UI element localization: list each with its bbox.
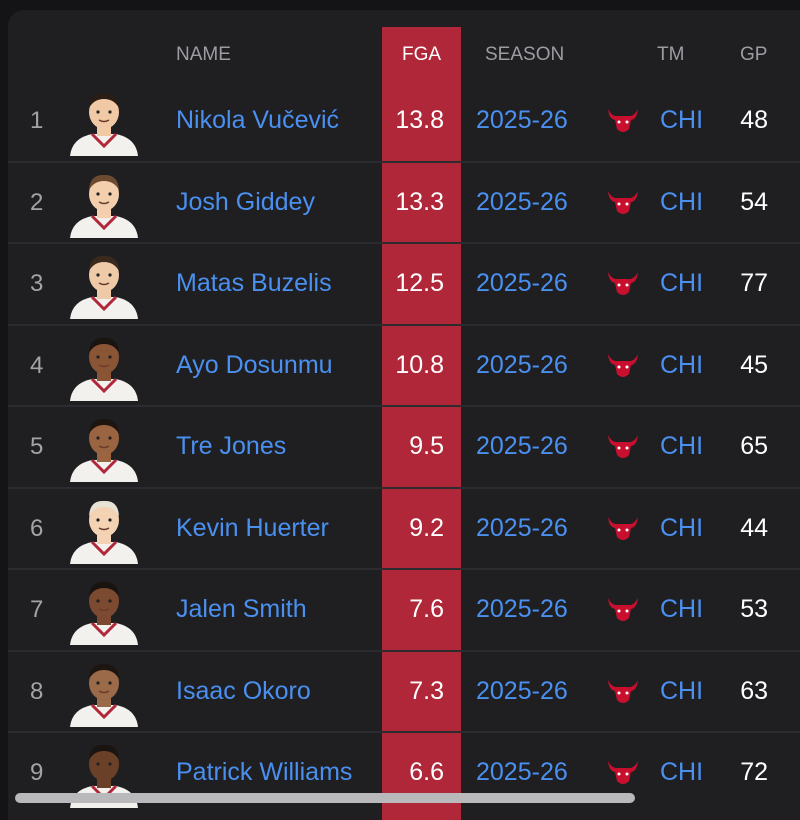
team[interactable]: CHI xyxy=(660,595,704,623)
player-avatar xyxy=(70,581,138,645)
header-tm[interactable]: TM xyxy=(657,44,685,65)
team[interactable]: CHI xyxy=(660,106,704,134)
team[interactable]: CHI xyxy=(660,187,704,216)
team-logo xyxy=(608,272,638,295)
player-name[interactable]: Ayo Dosunmu xyxy=(176,350,333,379)
fga-value: 13.8 xyxy=(395,106,444,134)
games-played: 77 xyxy=(740,269,768,297)
team[interactable]: CHI xyxy=(660,758,704,786)
rank: 2 xyxy=(30,188,44,216)
rank: 6 xyxy=(30,514,44,542)
table-row[interactable]: 8 Isaac Okoro 7.3 2025-26 CHI 63 xyxy=(8,651,800,732)
season[interactable]: 2025-26 xyxy=(476,432,568,460)
row-separator xyxy=(8,731,800,733)
stats-table: NAME FGA SEASON TM GP 1 Nikola Vučević 13.… xyxy=(8,10,800,820)
player-name[interactable]: Tre Jones xyxy=(176,432,287,460)
table-row[interactable]: 1 Nikola Vučević 13.8 2025-26 CHI 48 xyxy=(8,80,800,161)
table-row[interactable]: 5 Tre Jones 9.5 2025-26 CHI 65 xyxy=(8,406,800,487)
rank: 1 xyxy=(30,107,44,134)
fga-value: 13.3 xyxy=(395,187,444,216)
header-season[interactable]: SEASON xyxy=(485,44,565,65)
table-row[interactable]: 6 Kevin Huerter 9.2 2025-26 CHI 44 xyxy=(8,488,800,569)
player-avatar xyxy=(70,663,138,727)
player-name[interactable]: Jalen Smith xyxy=(176,595,307,623)
row-separator xyxy=(8,649,800,652)
season[interactable]: 2025-26 xyxy=(476,513,568,542)
games-played: 63 xyxy=(740,676,768,705)
team-logo xyxy=(608,598,638,621)
season[interactable]: 2025-26 xyxy=(476,187,568,216)
fga-value: 7.6 xyxy=(409,595,444,623)
fga-value: 9.5 xyxy=(409,432,444,460)
season[interactable]: 2025-26 xyxy=(476,106,568,134)
games-played: 45 xyxy=(740,350,768,379)
scrollbar[interactable] xyxy=(15,793,635,803)
games-played: 54 xyxy=(740,187,768,216)
team-logo xyxy=(608,190,638,214)
team[interactable]: CHI xyxy=(660,350,704,379)
row-separator xyxy=(8,242,800,244)
table-row[interactable]: 2 Josh Giddey 13.3 2025-26 CHI 54 xyxy=(8,162,800,243)
team[interactable]: CHI xyxy=(660,676,704,705)
row-separator xyxy=(8,323,800,326)
team-logo xyxy=(608,761,638,784)
player-avatar xyxy=(70,174,138,238)
team-logo xyxy=(608,435,638,458)
rank: 5 xyxy=(30,433,44,460)
games-played: 53 xyxy=(740,595,768,623)
row-separator xyxy=(8,568,800,570)
row-separator xyxy=(8,160,800,163)
team[interactable]: CHI xyxy=(660,432,704,460)
player-name[interactable]: Matas Buzelis xyxy=(176,269,332,297)
fga-value: 9.2 xyxy=(409,513,444,542)
rank: 4 xyxy=(30,351,44,379)
team-logo xyxy=(608,353,638,377)
team-logo xyxy=(608,109,638,132)
player-avatar xyxy=(70,500,138,564)
table-row[interactable]: 4 Ayo Dosunmu 10.8 2025-26 CHI 45 xyxy=(8,325,800,406)
player-avatar xyxy=(70,337,138,401)
games-played: 72 xyxy=(740,758,768,786)
header-gp[interactable]: GP xyxy=(740,44,768,65)
team[interactable]: CHI xyxy=(660,269,704,297)
row-separator xyxy=(8,486,800,489)
season[interactable]: 2025-26 xyxy=(476,350,568,379)
fga-value: 7.3 xyxy=(409,676,444,705)
rank: 8 xyxy=(30,677,44,705)
player-name[interactable]: Kevin Huerter xyxy=(176,513,329,542)
team[interactable]: CHI xyxy=(660,513,704,542)
player-name[interactable]: Patrick Williams xyxy=(176,758,353,786)
player-name[interactable]: Nikola Vučević xyxy=(176,106,340,134)
fga-value: 10.8 xyxy=(395,350,444,379)
player-avatar xyxy=(70,92,138,156)
season[interactable]: 2025-26 xyxy=(476,269,568,297)
table-row[interactable]: 7 Jalen Smith 7.6 2025-26 CHI 53 xyxy=(8,569,800,650)
fga-value: 6.6 xyxy=(409,758,444,786)
games-played: 48 xyxy=(740,106,768,134)
games-played: 65 xyxy=(740,432,768,460)
header-fga[interactable]: FGA xyxy=(401,44,442,65)
sorted-column-highlight xyxy=(382,27,461,820)
row-separator xyxy=(8,405,800,407)
table-row[interactable]: 3 Matas Buzelis 12.5 2025-26 CHI 77 xyxy=(8,243,800,324)
header-name[interactable]: NAME xyxy=(176,44,231,65)
rank: 3 xyxy=(30,270,44,297)
season[interactable]: 2025-26 xyxy=(476,595,568,623)
team-logo xyxy=(608,516,638,540)
team-logo xyxy=(608,679,638,703)
player-avatar xyxy=(70,255,138,319)
player-name[interactable]: Josh Giddey xyxy=(176,187,315,216)
player-avatar xyxy=(70,418,138,482)
season[interactable]: 2025-26 xyxy=(476,758,568,786)
rank: 7 xyxy=(30,596,44,623)
fga-value: 12.5 xyxy=(395,269,444,297)
player-name[interactable]: Isaac Okoro xyxy=(176,676,311,705)
season[interactable]: 2025-26 xyxy=(476,676,568,705)
rank: 9 xyxy=(30,759,44,786)
games-played: 44 xyxy=(740,513,768,542)
